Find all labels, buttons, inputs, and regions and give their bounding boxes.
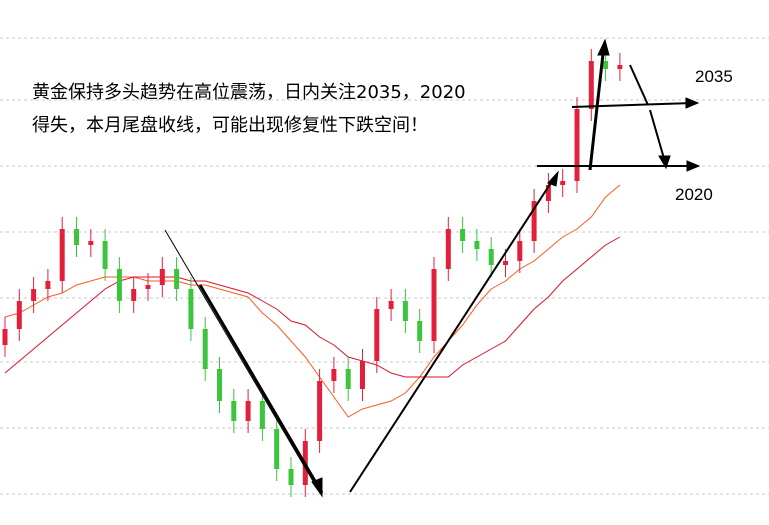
candle-body <box>417 321 423 341</box>
candle-body <box>345 369 351 389</box>
arrow-head <box>685 97 700 109</box>
moving-average <box>4 184 621 418</box>
trend-line <box>629 64 649 106</box>
grid <box>0 37 769 495</box>
candle-body <box>517 241 523 261</box>
candle-body <box>574 109 580 181</box>
level-label: 2035 <box>695 67 733 86</box>
candle-body <box>116 269 122 301</box>
candle-body <box>445 229 451 269</box>
trend-line <box>649 109 666 163</box>
candle-body <box>374 309 380 361</box>
candle-body <box>16 301 22 329</box>
candle-body <box>202 329 208 369</box>
candle-body <box>274 429 280 469</box>
candle-body <box>331 369 337 381</box>
candle-body <box>288 469 294 485</box>
candle-body <box>360 361 365 389</box>
candle-body <box>560 181 566 185</box>
arrow-head <box>658 155 671 170</box>
trend-line <box>349 174 557 493</box>
candle-body <box>174 269 180 289</box>
level-line <box>571 102 694 108</box>
candle-body <box>159 269 165 285</box>
annotation: 得失，本月尾盘收线，可能出现修复性下跌空间！ <box>32 115 428 136</box>
arrow-head <box>311 477 323 498</box>
candle-body <box>231 401 237 421</box>
candle-body <box>402 301 408 321</box>
candle-body <box>617 65 623 69</box>
moving-average <box>4 236 621 378</box>
arrow-head <box>686 160 701 172</box>
candle-body <box>588 61 594 109</box>
candle-body <box>188 289 194 329</box>
candle-body <box>88 241 94 245</box>
candle-body <box>245 401 251 421</box>
candle-body <box>545 185 551 201</box>
candle-body <box>603 61 609 69</box>
candle-body <box>317 381 323 441</box>
candle-body <box>131 289 137 301</box>
candle-body <box>217 369 222 401</box>
candle-body <box>388 301 394 309</box>
candle-body <box>259 401 265 429</box>
level-label: 2020 <box>675 185 713 204</box>
candle-body <box>145 285 151 289</box>
candle-body <box>488 249 494 265</box>
candle-body <box>431 269 437 341</box>
candle-body <box>460 229 466 241</box>
trend-line <box>198 284 324 494</box>
arrow-head <box>597 38 610 56</box>
candle-body <box>74 229 79 245</box>
candle-body <box>102 241 108 269</box>
arrow-head <box>547 170 559 187</box>
candle-body <box>2 329 8 345</box>
annotation: 黄金保持多头趋势在高位震荡，日内关注2035，2020 <box>32 82 466 103</box>
candle-body <box>503 261 508 265</box>
candle-body <box>31 289 37 301</box>
trend-line <box>164 229 321 494</box>
candle-body <box>45 281 51 289</box>
trend-arrows <box>164 38 701 498</box>
candle-body <box>531 201 537 241</box>
candle-body <box>59 229 65 281</box>
trend-line <box>588 44 606 171</box>
candle-body <box>474 241 480 249</box>
